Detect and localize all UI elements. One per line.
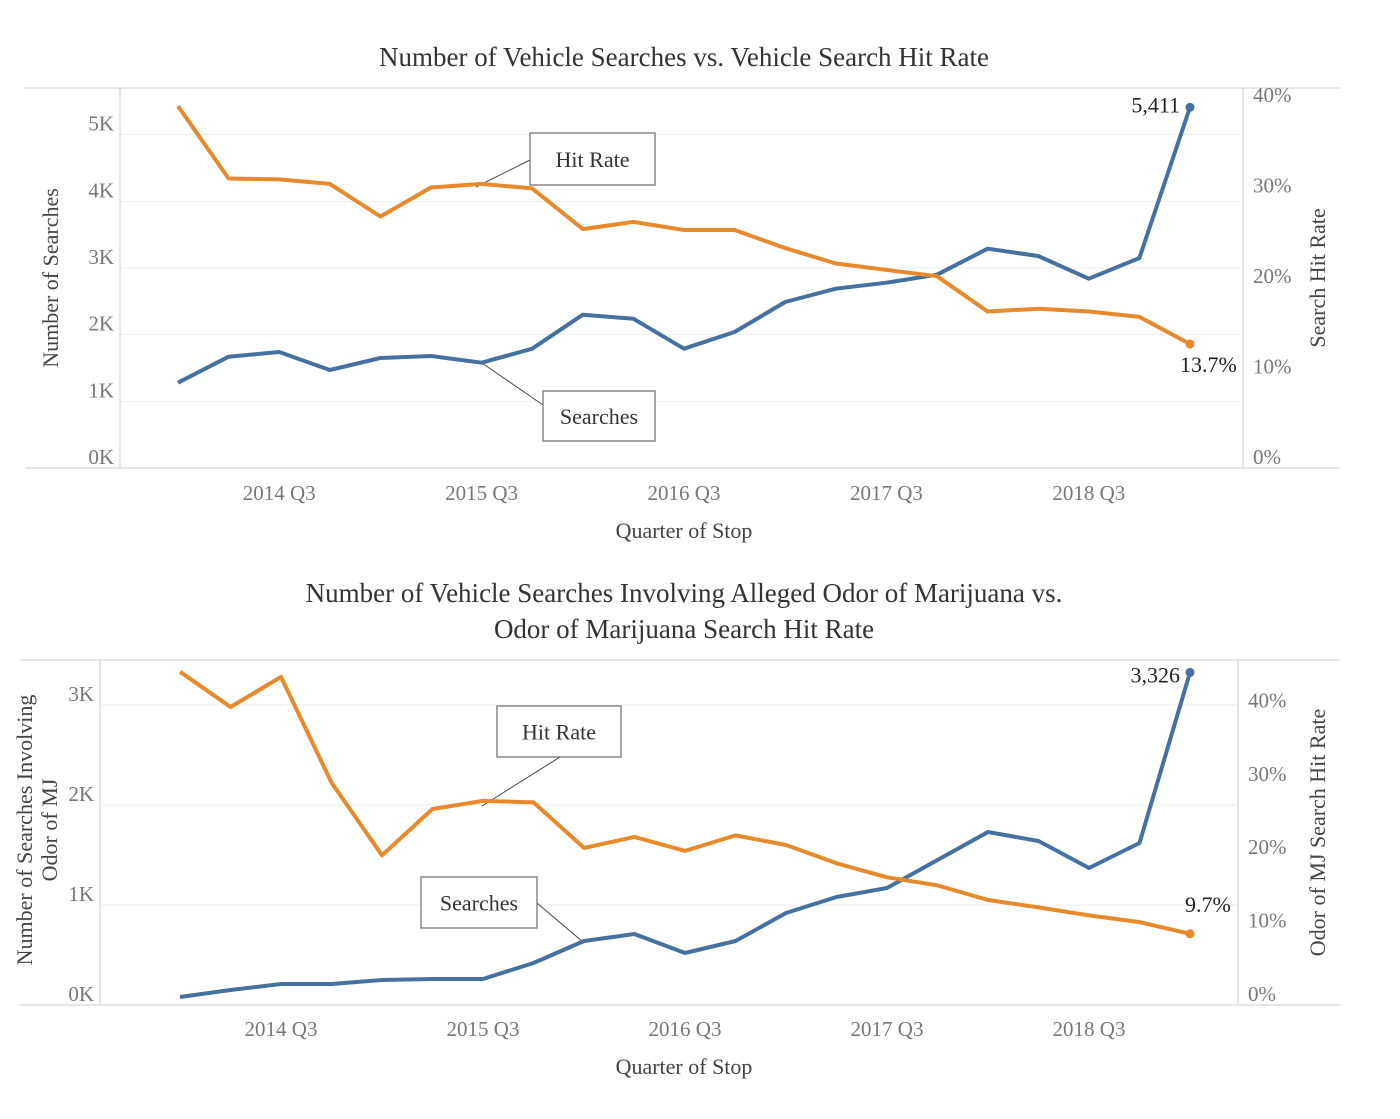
annotation-box — [420, 876, 538, 929]
chart-title: Number of Vehicle Searches Involving All… — [306, 578, 1063, 608]
y2-tick-label: 30% — [1248, 762, 1287, 786]
y2-tick-label: 20% — [1248, 835, 1287, 859]
chart-1: Number of Vehicle Searches vs. Vehicle S… — [25, 42, 1340, 543]
y2-tick-label: 0% — [1248, 982, 1276, 1006]
annotation-box — [529, 132, 656, 186]
chart-title-line2: Odor of Marijuana Search Hit Rate — [494, 614, 874, 644]
x-tick-label: 2017 Q3 — [850, 481, 923, 505]
y-tick-label: 3K — [68, 682, 94, 706]
y-tick-label: 3K — [88, 245, 114, 269]
y2-tick-label: 40% — [1253, 83, 1292, 107]
y2-tick-label: 0% — [1253, 445, 1281, 469]
y-tick-label: 1K — [68, 882, 94, 906]
series-line-hit-rate — [178, 670, 1191, 936]
y2-tick-label: 20% — [1253, 264, 1292, 288]
y-tick-label: 5K — [88, 112, 114, 136]
chart-title: Number of Vehicle Searches vs. Vehicle S… — [379, 42, 989, 72]
y2-tick-label: 10% — [1248, 909, 1287, 933]
x-tick-label: 2014 Q3 — [243, 481, 316, 505]
y2-tick-label: 40% — [1248, 688, 1287, 712]
y-tick-label: 2K — [68, 782, 94, 806]
x-tick-label: 2018 Q3 — [1053, 1017, 1126, 1041]
y-tick-label: 1K — [88, 378, 114, 402]
y-tick-label: 2K — [88, 312, 114, 336]
x-tick-label: 2017 Q3 — [851, 1017, 924, 1041]
x-tick-label: 2015 Q3 — [445, 481, 518, 505]
data-point — [1185, 929, 1195, 939]
y2-axis-title: Search Hit Rate — [1305, 208, 1330, 347]
x-tick-label: 2018 Q3 — [1052, 481, 1125, 505]
annotation-label-hit-rate: Hit Rate — [522, 720, 596, 745]
end-data-label: 5,411 — [1131, 92, 1180, 117]
y-axis-title: Number of Searches — [38, 188, 63, 368]
y-tick-label: 0K — [88, 445, 114, 469]
chart-2: Number of Vehicle Searches Involving All… — [12, 578, 1340, 1079]
series-line-searches — [177, 106, 1192, 385]
end-data-label: 13.7% — [1180, 352, 1237, 377]
x-tick-label: 2015 Q3 — [447, 1017, 520, 1041]
annotation-leader-line — [481, 362, 544, 406]
y2-tick-label: 10% — [1253, 355, 1292, 379]
x-tick-label: 2014 Q3 — [245, 1017, 318, 1041]
y-tick-label: 0K — [68, 982, 94, 1006]
annotation-box — [542, 390, 656, 442]
annotation-label-searches: Searches — [560, 404, 638, 429]
data-point — [1185, 667, 1195, 677]
end-data-label: 9.7% — [1185, 892, 1231, 917]
x-tick-label: 2016 Q3 — [649, 1017, 722, 1041]
annotation-box — [496, 705, 622, 758]
y2-axis-title: Odor of MJ Search Hit Rate — [1305, 709, 1330, 956]
y2-tick-label: 30% — [1253, 174, 1292, 198]
x-axis-title: Quarter of Stop — [616, 1054, 753, 1079]
series-line-hit-rate — [176, 104, 1191, 346]
y-axis-title-line2: Odor of MJ — [37, 778, 62, 881]
end-data-label: 3,326 — [1131, 662, 1181, 687]
annotation-label-hit-rate: Hit Rate — [556, 147, 630, 172]
annotation-leader-line — [481, 756, 561, 807]
x-tick-label: 2016 Q3 — [648, 481, 721, 505]
series-line-searches — [179, 671, 1192, 999]
data-point — [1185, 339, 1195, 349]
y-axis-title: Number of Searches Involving — [12, 695, 37, 966]
y-tick-label: 4K — [88, 178, 114, 202]
annotation-leader-line — [536, 902, 584, 943]
data-point — [1185, 102, 1195, 112]
annotation-label-searches: Searches — [440, 891, 518, 916]
x-axis-title: Quarter of Stop — [616, 518, 753, 543]
